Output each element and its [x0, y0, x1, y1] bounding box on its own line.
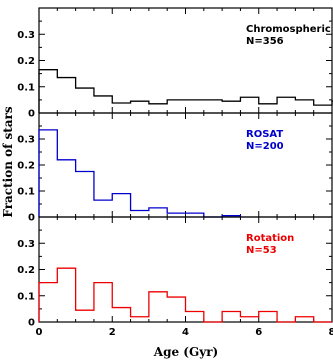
y-tick-label: 0: [28, 318, 35, 329]
histogram-series: [38, 129, 242, 218]
panel-frame: [38, 112, 333, 218]
x-tick-label: 2: [109, 327, 116, 338]
y-tick-label: 0: [28, 109, 35, 120]
panel-label: Chromospheric: [246, 24, 331, 35]
x-tick-label: 4: [182, 327, 189, 338]
histogram-series: [38, 267, 332, 323]
y-tick-label: 0.1: [17, 82, 35, 93]
y-tick-label: 0.3: [17, 239, 35, 250]
y-tick-label: 0.2: [17, 265, 35, 276]
panel-label: Rotation: [246, 233, 294, 244]
panel-count: N=200: [246, 141, 284, 152]
panel-label: ROSAT: [246, 129, 283, 140]
y-axis-label: Fraction of stars: [1, 106, 15, 217]
x-tick-label: 0: [36, 327, 43, 338]
x-axis-label: Age (Gyr): [153, 345, 218, 359]
y-tick-label: 0.3: [17, 135, 35, 146]
x-tick-label: 6: [255, 327, 262, 338]
panel-count: N=356: [246, 36, 284, 47]
y-tick-label: 0.2: [17, 161, 35, 172]
y-tick-label: 0.1: [17, 187, 35, 198]
y-tick-label: 0.2: [17, 56, 35, 67]
histogram-series: [38, 69, 333, 113]
panel-count: N=53: [246, 245, 277, 256]
y-tick-label: 0: [28, 213, 35, 224]
y-tick-label: 0.1: [17, 291, 35, 302]
x-tick-label: 8: [329, 327, 333, 338]
y-tick-label: 0.3: [17, 30, 35, 41]
